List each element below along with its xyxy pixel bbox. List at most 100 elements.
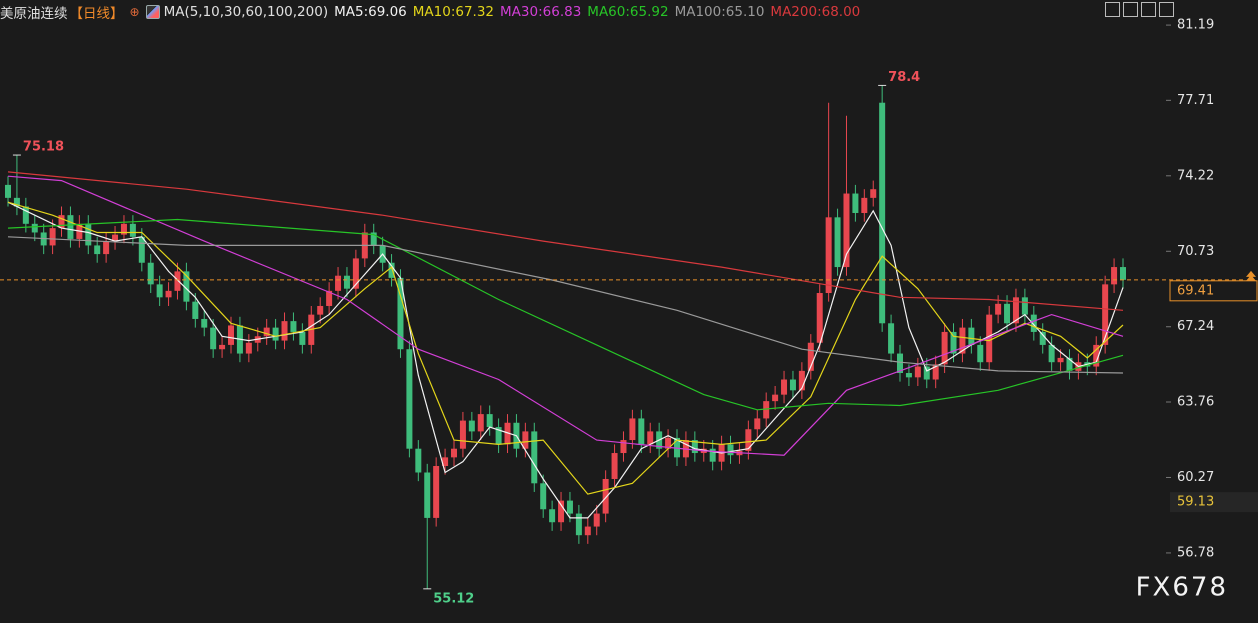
- candle-body: [566, 500, 573, 514]
- candle-body: [442, 457, 449, 467]
- candle-body: [388, 262, 395, 278]
- candle-body: [1102, 284, 1109, 345]
- high-annotation: 78.4: [888, 70, 920, 85]
- legend-entry: MA100:65.10: [674, 4, 765, 20]
- y-tick-label: 60.27: [1177, 470, 1214, 485]
- candle-body: [263, 327, 270, 337]
- candle-body: [120, 223, 127, 235]
- candle-body: [210, 327, 217, 350]
- candle-body: [691, 440, 698, 454]
- tool-button[interactable]: [1159, 2, 1174, 17]
- candle-body: [406, 349, 413, 449]
- candle-body: [798, 370, 805, 391]
- price-arrow: [1246, 270, 1256, 281]
- candle-body: [772, 394, 779, 402]
- candle-body: [825, 217, 832, 294]
- marker-price-label: 59.13: [1177, 495, 1214, 510]
- candle-body: [343, 275, 350, 289]
- tool-button[interactable]: [1141, 2, 1156, 17]
- candle-body: [317, 305, 324, 315]
- candle-body: [727, 444, 734, 456]
- candle-body: [272, 327, 279, 341]
- plot-area: 81.19 77.71 74.22 70.73 67.24 63.76 60.27 56.78…: [0, 18, 1258, 606]
- candle-body: [1021, 297, 1028, 315]
- y-tick-label: 56.78: [1177, 545, 1214, 560]
- candle-body: [914, 366, 921, 378]
- candle-body: [905, 373, 912, 378]
- candle-body: [861, 197, 868, 214]
- y-tick-label: 70.73: [1177, 244, 1214, 259]
- candle-body: [1093, 344, 1100, 367]
- candle-body: [22, 206, 29, 224]
- y-tick-label: 77.71: [1177, 93, 1214, 108]
- ma-line: [7, 201, 1124, 495]
- candle-body: [923, 366, 930, 380]
- candle-body: [5, 184, 11, 198]
- indicator-icon[interactable]: [145, 5, 160, 19]
- candle-body: [138, 236, 145, 263]
- y-tick-label: 81.19: [1177, 18, 1214, 33]
- candle-body: [201, 318, 208, 328]
- candle-body: [638, 418, 645, 445]
- candle-body: [629, 418, 636, 441]
- candle-body: [807, 342, 814, 371]
- candle-body: [620, 440, 627, 454]
- candle-body: [228, 325, 234, 345]
- candle-body: [281, 321, 288, 341]
- tool-button[interactable]: [1123, 2, 1138, 17]
- candle-body: [959, 327, 966, 354]
- candle-body: [852, 193, 859, 214]
- candle-body: [531, 431, 538, 484]
- candle-body: [1004, 303, 1011, 324]
- candle-body: [299, 331, 306, 345]
- candle-body: [1111, 267, 1118, 285]
- legend-entry: MA5:69.06: [334, 4, 407, 20]
- candle-body: [424, 472, 431, 518]
- candle-body: [593, 513, 600, 527]
- candle-body: [477, 414, 484, 432]
- candle-body: [129, 223, 136, 237]
- candle-body: [888, 323, 895, 354]
- candle-body: [745, 429, 752, 451]
- candle-body: [85, 223, 92, 246]
- candle-body: [459, 420, 466, 449]
- ma-line: [7, 201, 1124, 519]
- candle-body: [219, 344, 226, 350]
- toolbar: [1105, 2, 1174, 17]
- candle-body: [112, 234, 119, 242]
- candle-body: [558, 500, 565, 523]
- candle-body: [290, 321, 297, 332]
- candle-body: [870, 189, 877, 198]
- add-icon[interactable]: ⊕: [129, 5, 140, 19]
- period[interactable]: 【日线】: [69, 6, 124, 22]
- legend-entry: MA200:68.00: [770, 4, 861, 20]
- candle-body: [816, 293, 823, 343]
- candle-body: [968, 327, 975, 345]
- candle-body: [986, 314, 993, 363]
- candle-body: [1120, 267, 1126, 280]
- candle-body: [1030, 314, 1037, 332]
- candle-body: [433, 466, 440, 518]
- y-tick-label: 67.24: [1177, 319, 1214, 334]
- candle-body: [549, 509, 556, 523]
- candle-body: [370, 232, 377, 246]
- candle-body: [397, 277, 404, 350]
- ma-line: [7, 236, 1124, 374]
- candle-body: [611, 453, 618, 479]
- candle-body: [1039, 331, 1046, 345]
- candle-body: [1048, 344, 1055, 363]
- candle-body: [789, 379, 796, 391]
- candle-body: [665, 437, 672, 449]
- legend-entry: MA60:65.92: [587, 4, 669, 20]
- candle-body: [451, 448, 457, 458]
- candle-body: [335, 275, 342, 291]
- ma-line: [7, 171, 1124, 311]
- high-annotation: 75.18: [23, 140, 64, 155]
- candle-body: [165, 290, 172, 298]
- tool-button[interactable]: [1105, 2, 1120, 17]
- candle-body: [584, 526, 591, 536]
- low-annotation: 55.12: [433, 591, 474, 606]
- instrument: 美原油连续: [0, 6, 68, 22]
